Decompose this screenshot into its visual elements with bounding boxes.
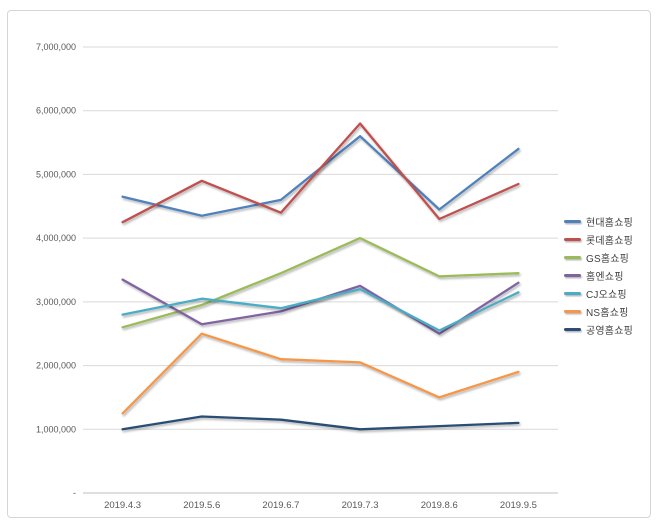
legend-item: CJ오쇼핑 xyxy=(564,284,633,302)
series-line-롯데홈쇼핑 xyxy=(121,122,520,224)
y-axis-tick-label: 5,000,000 xyxy=(36,169,76,179)
legend-item: NS홈쇼핑 xyxy=(564,302,633,320)
chart-frame: 7,000,000 6,000,000 5,000,000 4,000,000 3,00… xyxy=(7,10,651,518)
y-axis-tick-label: 6,000,000 xyxy=(36,106,76,116)
legend-label: 공영홈쇼핑 xyxy=(586,325,633,337)
legend-item: 공영홈쇼핑 xyxy=(564,320,633,338)
legend-line-marker-icon xyxy=(564,237,581,241)
x-axis-tick-label: 2019.7.3 xyxy=(342,500,379,511)
legend-line-marker-icon xyxy=(564,309,581,313)
x-axis-tick-label: 2019.4.3 xyxy=(104,500,141,511)
x-axis-tick-label: 2019.8.6 xyxy=(421,500,458,511)
y-axis-tick-label: 1,000,000 xyxy=(36,424,76,434)
series-line-GS홈쇼핑 xyxy=(121,236,520,329)
line-chart-plot-area: 7,000,000 6,000,000 5,000,000 4,000,000 3,00… xyxy=(36,42,558,511)
legend-item: 현대홈쇼핑 xyxy=(564,212,633,230)
x-axis-tick-label: 2019.6.7 xyxy=(262,500,299,511)
y-axis-tick-label: 4,000,000 xyxy=(36,233,76,243)
series-line-NS홈쇼핑 xyxy=(121,332,520,415)
legend-label: 현대홈쇼핑 xyxy=(586,217,633,229)
legend-label: 홈엔쇼핑 xyxy=(586,271,624,283)
series-line-현대홈쇼핑 xyxy=(121,135,520,217)
y-axis-tick-label: 3,000,000 xyxy=(36,297,76,307)
legend-item: GS홈쇼핑 xyxy=(564,248,633,266)
legend-line-marker-icon xyxy=(564,255,581,259)
legend-item: 롯데홈쇼핑 xyxy=(564,230,633,248)
legend-label: NS홈쇼핑 xyxy=(586,307,629,319)
legend-label: CJ오쇼핑 xyxy=(586,289,627,301)
legend-label: GS홈쇼핑 xyxy=(586,253,630,265)
series-line-공영홈쇼핑 xyxy=(121,415,520,431)
legend-label: 롯데홈쇼핑 xyxy=(586,235,633,247)
legend-line-marker-icon xyxy=(564,273,581,277)
y-axis-tick-label: 2,000,000 xyxy=(36,361,76,371)
series-line-홈엔쇼핑 xyxy=(121,278,520,335)
y-axis-tick-label: - xyxy=(73,488,76,498)
series-line-CJ오쇼핑 xyxy=(121,287,520,332)
legend-line-marker-icon xyxy=(564,219,581,223)
x-axis-tick-label: 2019.5.6 xyxy=(183,500,220,511)
legend-line-marker-icon xyxy=(564,327,581,331)
legend-item: 홈엔쇼핑 xyxy=(564,266,633,284)
y-axis-tick-label: 7,000,000 xyxy=(36,42,76,52)
x-axis-tick-label: 2019.9.5 xyxy=(500,500,537,511)
legend-line-marker-icon xyxy=(564,291,581,295)
